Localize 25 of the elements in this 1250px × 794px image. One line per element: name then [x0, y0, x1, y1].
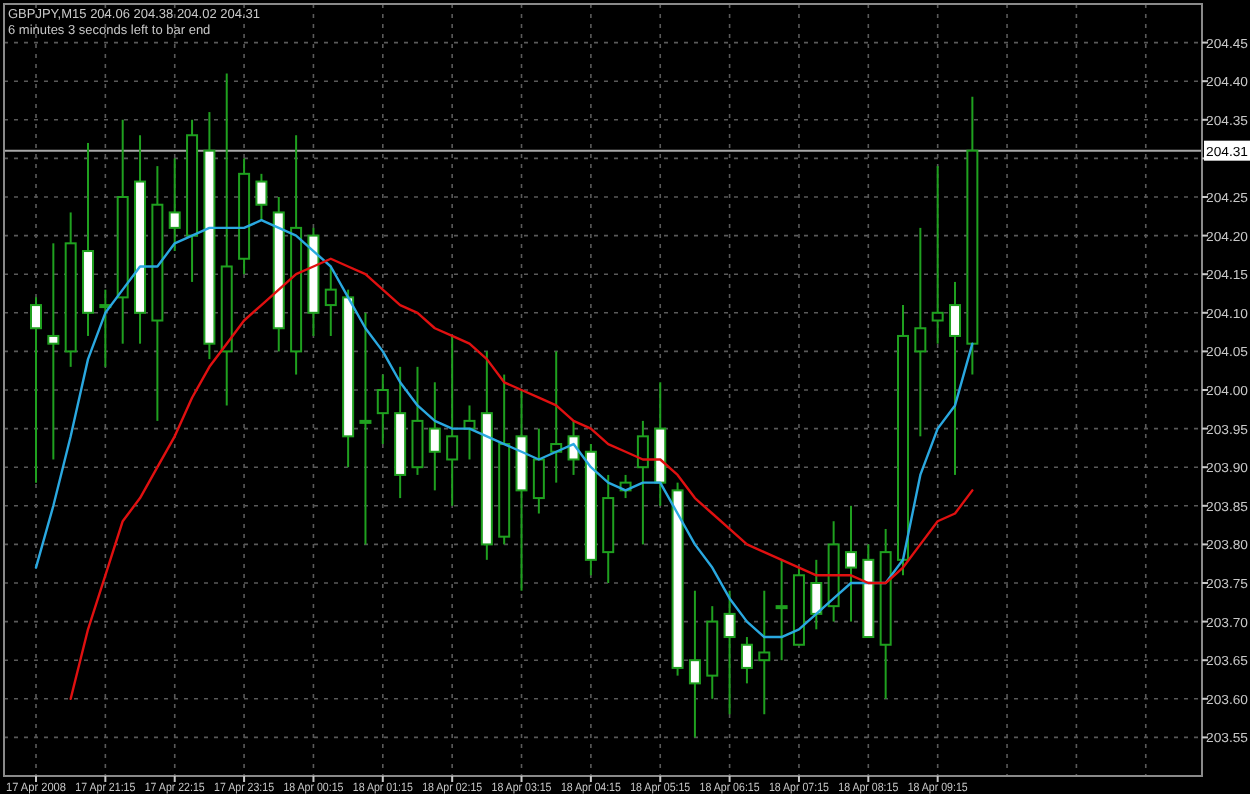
candlestick — [723, 589, 736, 716]
candlestick — [758, 589, 771, 716]
candlestick — [99, 288, 112, 368]
candlestick — [810, 558, 823, 631]
candlestick — [376, 373, 389, 446]
candlestick — [532, 427, 545, 515]
candlestick — [636, 419, 649, 546]
candlestick — [914, 226, 927, 438]
candlestick — [359, 311, 372, 546]
candlestick — [411, 365, 424, 476]
candlestick — [931, 165, 944, 345]
candlestick — [775, 558, 788, 662]
candlestick — [168, 157, 181, 253]
line-series — [34, 218, 974, 639]
line-series — [69, 257, 974, 700]
candlestick — [324, 265, 337, 337]
candlestick — [255, 172, 268, 222]
candlestick — [47, 242, 60, 461]
candlestick — [949, 280, 962, 476]
candlestick — [446, 334, 459, 507]
candlestick — [688, 589, 701, 739]
candlestick — [30, 296, 42, 484]
candlestick — [844, 504, 857, 623]
candlestick — [740, 636, 753, 685]
candlestick — [428, 381, 441, 492]
